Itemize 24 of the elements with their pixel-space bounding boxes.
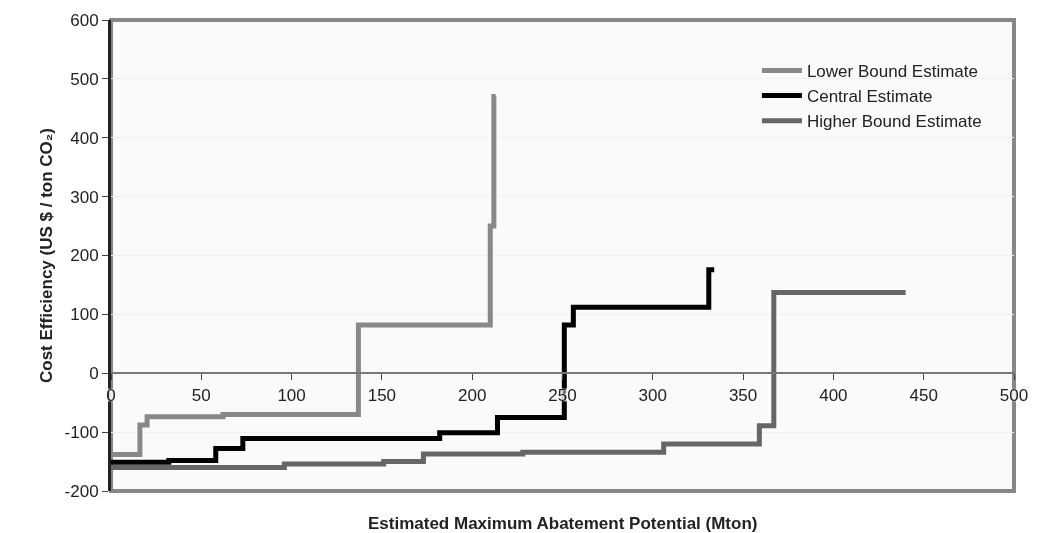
x-tick-label: 150 <box>367 385 397 405</box>
y-axis-title: Cost Efficiency (US $ / ton CO₂) <box>37 127 57 384</box>
x-tick-label: 350 <box>728 385 758 405</box>
y-tick-label: 500 <box>70 69 99 89</box>
y-tick-label: 200 <box>70 246 99 266</box>
x-tick-label: 200 <box>458 385 487 405</box>
x-tick-label: 500 <box>999 385 1029 405</box>
x-tick-label: 50 <box>191 385 211 405</box>
y-tick-label: -100 <box>64 423 99 443</box>
y-tick-label: 300 <box>70 187 99 207</box>
y-tick-label: -200 <box>64 481 99 501</box>
x-tick-label: 300 <box>638 385 667 405</box>
x-tick-label: 0 <box>106 385 116 405</box>
legend-label: Higher Bound Estimate <box>806 112 982 132</box>
x-axis-title: Estimated Maximum Abatement Potential (Mton) <box>368 514 758 533</box>
y-tick-label: 400 <box>70 128 99 148</box>
y-tick-label: 100 <box>70 305 99 325</box>
x-tick-label: 400 <box>819 385 848 405</box>
y-tick-label: 0 <box>89 364 99 384</box>
x-tick-label: 450 <box>909 385 938 405</box>
x-tick-label: 100 <box>277 385 306 405</box>
legend-label: Lower Bound Estimate <box>806 62 978 82</box>
y-tick-label: 600 <box>70 10 99 30</box>
legend-label: Central Estimate <box>806 87 933 107</box>
